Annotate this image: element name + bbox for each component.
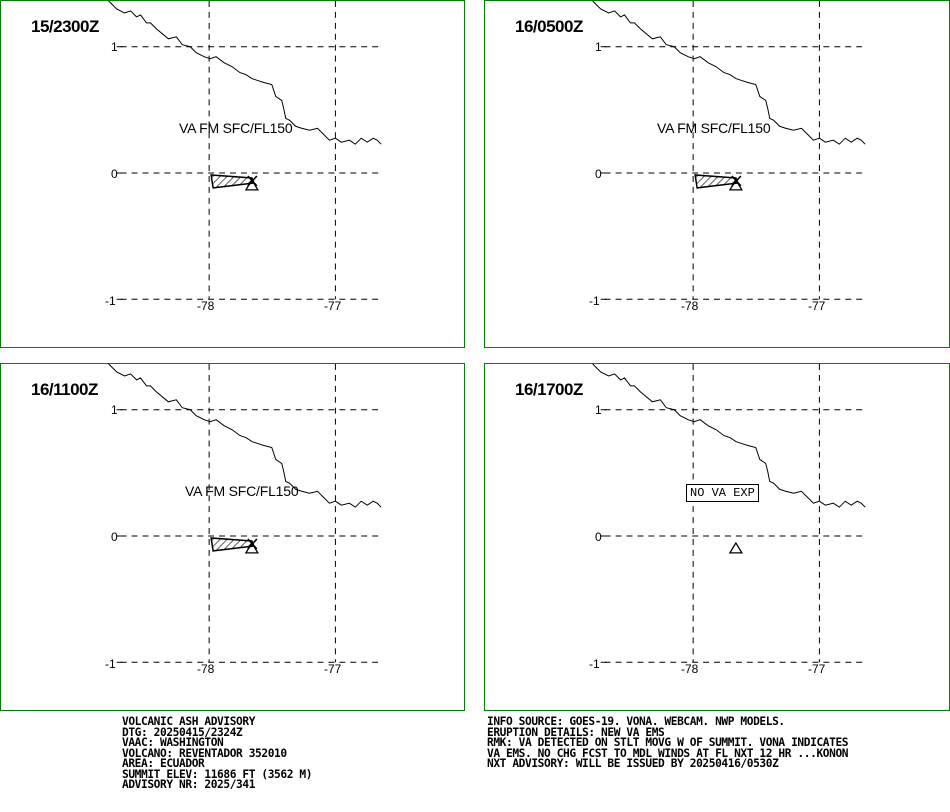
coastline: [108, 0, 382, 145]
advisory-line: VAAC: WASHINGTON: [122, 736, 224, 749]
ash-area-shape: [210, 537, 255, 552]
map-canvas: [108, 0, 384, 300]
advisory-line: DTG: 20250415/2324Z: [122, 725, 243, 739]
coastline: [592, 363, 866, 508]
advisory-line: NXT ADVISORY: WILL BE ISSUED BY 20250416…: [487, 757, 779, 770]
advisory-line: SUMMIT ELEV: 11686 FT (3562 M): [122, 767, 313, 781]
grid-lines: [600, 1, 868, 300]
no-va-expected-label: NO VA EXP: [686, 484, 759, 502]
valid-time-label: 16/1700Z: [515, 380, 583, 399]
lon-tick-77: -77: [324, 662, 342, 676]
volcano-triangle: [728, 178, 743, 191]
lon-tick-77: -77: [808, 299, 826, 313]
grid-lines: [600, 364, 868, 663]
advisory-line: INFO SOURCE: GOES-19. VONA. WEBCAM. NWP …: [487, 715, 785, 728]
lat-tick-minus1: -1: [105, 294, 116, 308]
lon-tick-78: -78: [681, 299, 699, 313]
forecast-panel-2: 16/0500Z 1 0 -1 -78 -77 VA FM SFC/FL150: [484, 0, 950, 348]
ash-area-shape: [694, 174, 739, 189]
ash-polygon: [694, 174, 742, 189]
volcano-icon: [244, 541, 259, 554]
advisory-line: VA EMS. NO CHG FCST TO MDL WINDS AT FL N…: [487, 746, 849, 760]
advisory-line: RMK: VA DETECTED ON STLT MOVG W OF SUMMI…: [487, 736, 849, 749]
va-height-label: VA FM SFC/FL150: [185, 483, 299, 499]
advisory-details-text: INFO SOURCE: GOES-19. VONA. WEBCAM. NWP …: [487, 715, 849, 770]
valid-time-label: 15/2300Z: [31, 17, 99, 36]
lat-tick-0: 0: [111, 167, 118, 181]
volcano-triangle: [728, 541, 743, 554]
lon-tick-78: -78: [681, 662, 699, 676]
va-height-label: VA FM SFC/FL150: [657, 120, 771, 136]
ash-area-shape: [210, 174, 255, 189]
volcano-icon: [728, 541, 743, 554]
lat-tick-minus1: -1: [589, 657, 600, 671]
advisory-header-text: VOLCANIC ASH ADVISORY DTG: 20250415/2324Z…: [122, 715, 313, 791]
coastline: [592, 0, 866, 145]
forecast-panel-3: 16/1100Z 1 0 -1 -78 -77 VA FM SFC/FL150: [0, 363, 465, 711]
lat-tick-minus1: -1: [589, 294, 600, 308]
coastline: [108, 363, 382, 508]
lat-tick-0: 0: [111, 530, 118, 544]
advisory-line: AREA: ECUADOR: [122, 757, 205, 770]
volcano-icon: [244, 178, 259, 191]
valid-time-label: 16/0500Z: [515, 17, 583, 36]
forecast-panel-4: 16/1700Z 1 0 -1 -78 -77 NO VA EXP: [484, 363, 950, 711]
lat-tick-1: 1: [595, 40, 602, 54]
lat-tick-1: 1: [111, 403, 118, 417]
map-canvas: [592, 0, 868, 300]
va-height-label: VA FM SFC/FL150: [179, 120, 293, 136]
map-canvas: [108, 363, 384, 663]
ash-polygon: [210, 174, 258, 189]
volcano-triangle: [244, 178, 259, 191]
lat-tick-0: 0: [595, 167, 602, 181]
advisory-line: ADVISORY NR: 2025/341: [122, 778, 256, 791]
lon-tick-77: -77: [808, 662, 826, 676]
lat-tick-1: 1: [111, 40, 118, 54]
volcano-triangle: [244, 541, 259, 554]
valid-time-label: 16/1100Z: [31, 380, 98, 399]
advisory-line: VOLCANIC ASH ADVISORY: [122, 715, 256, 728]
forecast-panel-1: 15/2300Z 1 0 -1 -78 -77 VA FM SFC/FL150: [0, 0, 465, 348]
lon-tick-78: -78: [197, 662, 215, 676]
lat-tick-1: 1: [595, 403, 602, 417]
lat-tick-minus1: -1: [105, 657, 116, 671]
lon-tick-78: -78: [197, 299, 215, 313]
advisory-line: VOLCANO: REVENTADOR 352010: [122, 746, 287, 760]
map-canvas: [592, 363, 868, 663]
grid-lines: [116, 1, 384, 300]
grid-lines: [116, 364, 384, 663]
volcano-icon: [728, 178, 743, 191]
lon-tick-77: -77: [324, 299, 342, 313]
advisory-line: ERUPTION DETAILS: NEW VA EMS: [487, 725, 665, 739]
lat-tick-0: 0: [595, 530, 602, 544]
ash-polygon: [210, 537, 258, 552]
